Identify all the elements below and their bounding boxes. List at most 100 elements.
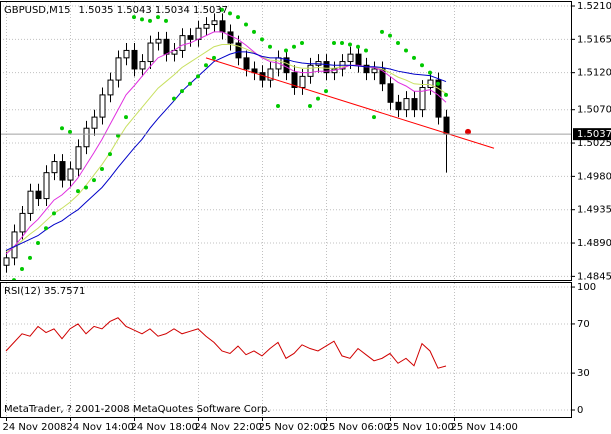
candle-body [19, 212, 26, 233]
moving-average [5, 51, 447, 251]
sar-dot [444, 92, 448, 97]
sar-dot [52, 211, 56, 216]
rsi-plot [5, 317, 447, 369]
y-tick-label: 1.4890 [577, 238, 611, 249]
candle-body [195, 27, 202, 40]
candle-body [35, 190, 42, 200]
quote: 1.5035 1.5043 1.5034 1.5037 [79, 5, 229, 16]
sar-dot [108, 152, 112, 157]
sar-dot [404, 48, 408, 53]
candle-body [123, 49, 130, 59]
candle-body [27, 190, 34, 214]
chart-title: GBPUSD,M15 1.5035 1.5043 1.5034 1.5037 [4, 5, 228, 16]
candle-body [435, 79, 442, 118]
sar-dot [396, 41, 400, 46]
sar-dot [220, 7, 224, 12]
sar-dot [68, 129, 72, 134]
y-tick-label: 1.5210 [577, 1, 611, 12]
sar-dot [364, 48, 368, 53]
sar-dot [268, 44, 272, 49]
candle-body [67, 168, 74, 181]
copyright: MetaTrader, ? 2001-2008 MetaQuotes Softw… [4, 404, 270, 415]
candle-body [243, 57, 250, 70]
candle-body [411, 98, 418, 111]
sar-dot [164, 18, 168, 23]
sar-dot [356, 44, 360, 49]
axes: 1.5210 1.5165 1.5120 1.5070 1.5025 1.4980 1.49… [3, 1, 611, 433]
sar-dot [276, 104, 280, 108]
sar-dot [284, 48, 288, 53]
sar-dot [60, 126, 64, 131]
y-tick-label: 1.4935 [577, 205, 611, 216]
sar-dot [412, 55, 416, 60]
y-tick-label: 70 [577, 319, 590, 330]
candle-body [211, 20, 218, 26]
candle-body [139, 61, 146, 70]
sar-dot [252, 29, 256, 34]
y-tick-label: 0 [577, 405, 583, 416]
candle-body [355, 53, 362, 66]
candle-body [323, 61, 330, 74]
sar-dot [124, 115, 128, 120]
y-tick-label: 30 [577, 368, 590, 379]
y-tick-label: 1.5120 [577, 68, 611, 79]
candle-body [163, 38, 170, 55]
sar-dot [388, 33, 392, 38]
candle-body [179, 35, 186, 51]
sar-dot [204, 63, 208, 68]
sar-dot [92, 178, 96, 183]
candle-body [115, 57, 122, 81]
y-tick-label: 1.4845 [577, 271, 611, 282]
sar-dot [332, 41, 336, 46]
last-price-box [573, 128, 611, 141]
candle-body [347, 53, 354, 63]
sar-dot [348, 42, 352, 47]
candle-body [59, 161, 66, 181]
sar-dot [420, 63, 424, 68]
candle-body [99, 94, 106, 118]
candle-body [219, 20, 226, 33]
rsi-line [5, 317, 447, 369]
sar-dot [212, 55, 216, 60]
candle-body [91, 116, 98, 129]
candle-body [419, 86, 426, 111]
y-tick-label: 1.5165 [577, 34, 611, 45]
sar-dot [436, 81, 440, 86]
candle-body [227, 31, 234, 44]
candle-body [267, 68, 274, 81]
sar-dot [140, 17, 144, 22]
y-tick-label: 100 [577, 282, 596, 293]
candle-body [283, 57, 290, 74]
candle-body [291, 72, 298, 88]
sar-dot [380, 29, 384, 34]
candle-body [443, 116, 450, 135]
candle-body [131, 49, 138, 70]
candle-body [107, 79, 114, 96]
sar-dot [292, 44, 296, 49]
candle-body [11, 231, 18, 259]
candle-body [187, 35, 194, 40]
sar-dot [236, 15, 240, 20]
sar-dot [428, 70, 432, 75]
sar-dot [260, 37, 264, 42]
x-tick-label: 25 Nov 14:00 [451, 422, 518, 433]
candle-body [427, 79, 434, 88]
y-tick-label: 1.5025 [577, 138, 611, 149]
candle-body [51, 161, 58, 174]
sar-dot [324, 89, 328, 94]
sar-dot [196, 74, 200, 79]
sar-dot [316, 96, 320, 101]
sar-dot [20, 266, 24, 271]
candle-body [3, 257, 10, 266]
sar-dot [228, 11, 232, 16]
sar-dot [76, 189, 80, 194]
sar-dot [132, 15, 136, 20]
symbol: GBPUSD,M15 [4, 5, 71, 16]
sar-dot [156, 15, 160, 20]
price-marker [465, 128, 471, 135]
candle-body [83, 127, 90, 148]
sar-dot [36, 241, 40, 246]
price-panel [0, 1, 572, 281]
